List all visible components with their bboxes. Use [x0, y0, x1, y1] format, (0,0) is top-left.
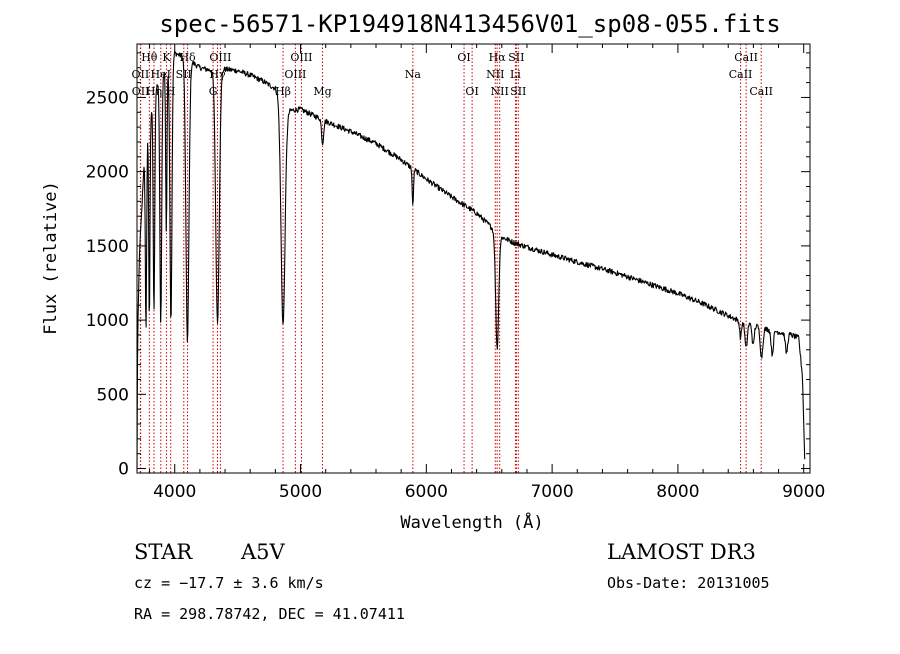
y-tick-label: 0 — [118, 460, 129, 480]
spectral-line-label: SII — [508, 51, 524, 64]
y-tick-label: 2000 — [86, 163, 129, 183]
spectral-line-label: OIII — [209, 51, 231, 64]
x-tick-label: 9000 — [782, 482, 825, 502]
spectral-line-label: HeI — [151, 68, 171, 81]
spectral-line-markers — [139, 44, 762, 473]
y-tick-label: 1000 — [86, 311, 129, 331]
spectral-line-label: H — [166, 85, 176, 98]
x-tick-label: 5000 — [279, 482, 322, 502]
spectral-line-label: OI — [457, 51, 470, 64]
plot-frame — [136, 43, 811, 474]
spectral-line-label: CaII — [734, 51, 758, 64]
spectral-line-label: NII — [491, 85, 509, 98]
spectral-line-label: Hα — [489, 51, 507, 64]
spectral-line-label: K — [162, 51, 171, 64]
y-tick-label: 1500 — [86, 237, 129, 257]
spectral-line-label: OIII — [284, 68, 306, 81]
x-tick-label: 4000 — [153, 482, 196, 502]
object-class: STAR — [134, 540, 193, 564]
survey-name: LAMOST DR3 — [607, 540, 756, 564]
y-axis-label: Flux (relative) — [41, 181, 61, 335]
flux-series-line — [136, 50, 806, 469]
spectral-line-label: OII — [132, 68, 150, 81]
spectral-line-label: Hη — [146, 85, 162, 98]
spectral-line-label: Hθ — [141, 51, 158, 64]
spectral-line-label: Hβ — [275, 85, 291, 98]
spectral-line-labels: HθOIIOIIHηHeIKHSIIHδHγGOIIIHβOIIIOIIIMgN… — [132, 51, 773, 98]
y-tick-label: 2500 — [86, 88, 129, 108]
x-tick-label: 7000 — [530, 482, 573, 502]
chart-title: spec-56571-KP194918N413456V01_sp08-055.f… — [159, 10, 780, 38]
spectral-line-label: OIII — [290, 51, 312, 64]
spectral-line-label: CaII — [749, 85, 773, 98]
y-tick-label: 500 — [97, 385, 129, 405]
spectral-line-label: Li — [510, 68, 521, 81]
axis-ticks: 4000 5000 6000 7000 8000 9000 0 500 1000 1500 2000… — [86, 44, 825, 502]
x-tick-label: 8000 — [656, 482, 699, 502]
spectral-line-label: OI — [465, 85, 478, 98]
x-tick-label: 6000 — [405, 482, 448, 502]
velocity-readout: cz = −17.7 ± 3.6 km/s — [134, 574, 324, 592]
spectral-line-label: OII — [132, 85, 150, 98]
object-subclass: A5V — [240, 540, 286, 564]
x-axis-label: Wavelength (Å) — [400, 511, 543, 533]
spectral-line-label: Na — [405, 68, 422, 81]
spectral-line-label: SII — [510, 85, 526, 98]
observation-date: Obs-Date: 20131005 — [607, 574, 770, 592]
coordinates-readout: RA = 298.78742, DEC = 41.07411 — [134, 605, 405, 623]
spectral-line-label: CaII — [729, 68, 753, 81]
spectral-line-label: NII — [486, 68, 504, 81]
spectral-line-label: Mg — [313, 85, 331, 98]
